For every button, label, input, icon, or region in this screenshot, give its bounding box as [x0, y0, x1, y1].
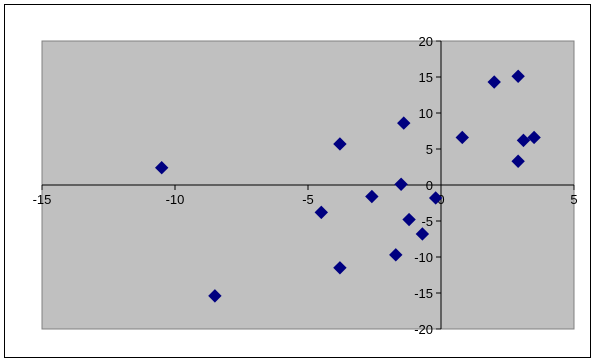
- data-point: [415, 227, 430, 241]
- data-point: [314, 205, 329, 220]
- tick-labels: -15 -10 -5 0 5 -20 -15 -10 -5 0 5 10 15 20: [33, 34, 578, 337]
- data-point: [455, 130, 469, 145]
- data-point: [333, 137, 347, 151]
- data-point: [389, 248, 403, 262]
- x-tick-label: 5: [570, 192, 577, 207]
- y-tick-label: 10: [419, 106, 433, 121]
- y-tick-label: 15: [419, 70, 433, 85]
- x-tick-label: 0: [437, 192, 444, 207]
- y-tick-label: 0: [426, 178, 433, 193]
- data-point: [527, 130, 541, 145]
- data-point: [208, 289, 222, 303]
- data-points: [154, 69, 541, 303]
- x-tick-label: -5: [302, 192, 314, 207]
- y-tick-label: -20: [414, 322, 433, 337]
- data-point: [365, 189, 379, 204]
- x-tick-label: -15: [33, 192, 52, 207]
- axes: [41, 40, 575, 330]
- data-point: [516, 133, 531, 148]
- data-point: [511, 154, 525, 168]
- x-tick-label: -10: [166, 192, 185, 207]
- y-tick-label: -15: [414, 286, 433, 301]
- y-tick-label: -10: [414, 250, 433, 265]
- data-point: [397, 116, 411, 130]
- data-point: [333, 261, 347, 275]
- data-point: [154, 161, 169, 175]
- data-point: [394, 177, 408, 191]
- data-point: [428, 191, 443, 205]
- data-point: [402, 212, 416, 227]
- y-tick-label: 20: [419, 34, 433, 49]
- data-point: [487, 75, 501, 89]
- y-tick-label: 5: [426, 142, 433, 157]
- data-point: [511, 69, 525, 83]
- y-tick-label: -5: [421, 214, 433, 229]
